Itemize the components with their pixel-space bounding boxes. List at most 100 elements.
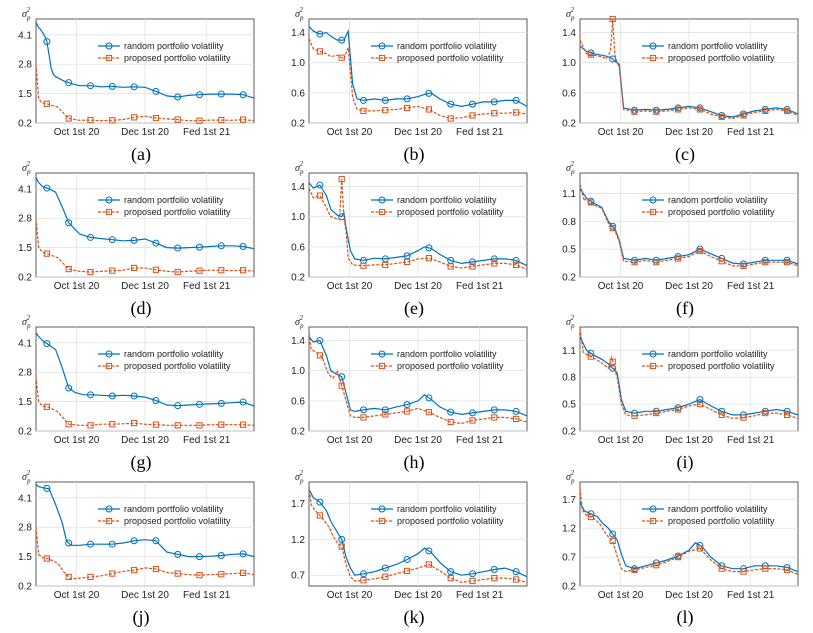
proposed-volatility-line <box>35 527 255 580</box>
proposed-marker <box>513 109 520 116</box>
y-tick-label: 2.8 <box>18 523 32 534</box>
panel-f: 0.2 0.5 0.8 1.1 Oct 1st 20 Dec 1st 20 Fed 1st … <box>562 160 799 319</box>
x-tick-label: Fed 1st 21 <box>727 281 775 292</box>
x-tick-label: Dec 1st 20 <box>394 281 442 292</box>
panel-label: (h) <box>404 452 425 473</box>
legend-proposed-marker <box>649 54 657 62</box>
x-tick-label: Fed 1st 21 <box>456 590 504 601</box>
random-marker <box>360 406 367 414</box>
proposed-marker <box>131 114 138 121</box>
random-marker <box>196 243 203 251</box>
legend-proposed-label: proposed portfolio volatility <box>124 516 231 526</box>
panel-e: 0.2 0.6 1.0 1.4 Oct 1st 20 Dec 1st 20 Fed 1st … <box>291 160 528 319</box>
random-marker <box>130 392 138 400</box>
proposed-marker <box>675 406 682 413</box>
x-tick-label: Fed 1st 21 <box>727 435 775 446</box>
legend-proposed-label: proposed portfolio volatility <box>668 53 775 63</box>
random-marker <box>196 400 203 408</box>
random-marker <box>490 255 498 263</box>
random-marker <box>217 242 225 250</box>
x-tick-label: Dec 1st 20 <box>665 590 713 601</box>
proposed-marker <box>447 418 454 426</box>
proposed-marker <box>675 554 682 561</box>
proposed-marker <box>196 267 203 274</box>
random-marker <box>239 550 247 558</box>
proposed-marker <box>218 116 225 124</box>
proposed-marker <box>762 259 769 266</box>
proposed-marker <box>196 422 203 429</box>
legend-random-label: random portfolio volatility <box>397 504 497 514</box>
random-marker <box>196 91 203 99</box>
legend-random-marker <box>378 196 386 204</box>
legend-proposed-label: proposed portfolio volatility <box>668 207 775 217</box>
random-marker <box>43 340 51 348</box>
panel-label: (i) <box>677 452 694 473</box>
panel-i: 0.2 0.5 0.8 1.1 Oct 1st 20 Dec 1st 20 Fed 1st … <box>562 314 799 473</box>
panel-label: (f) <box>676 298 694 319</box>
x-tick-label: Dec 1st 20 <box>665 435 713 446</box>
legend-proposed-label: proposed portfolio volatility <box>124 207 231 217</box>
random-marker <box>65 79 73 87</box>
x-tick-label: Dec 1st 20 <box>665 281 713 292</box>
panel-label: (k) <box>404 607 425 628</box>
proposed-marker <box>240 116 247 123</box>
proposed-marker <box>718 258 725 265</box>
proposed-volatility-line <box>35 376 255 426</box>
y-tick-label: 1.0 <box>291 212 305 223</box>
random-marker <box>447 568 455 576</box>
legend-random-marker <box>649 350 657 358</box>
y-tick-label: 2.8 <box>18 368 32 379</box>
random-marker <box>512 96 520 104</box>
random-marker <box>43 184 51 192</box>
proposed-marker <box>316 48 323 55</box>
proposed-marker <box>360 262 367 269</box>
random-marker <box>239 91 247 99</box>
proposed-marker <box>152 114 160 122</box>
y-tick-label: 1.2 <box>291 535 305 546</box>
random-volatility-line <box>308 488 528 578</box>
panel-label: (d) <box>131 298 152 319</box>
legend-proposed-label: proposed portfolio volatility <box>124 53 231 63</box>
proposed-volatility-line <box>308 38 528 120</box>
proposed-marker <box>404 567 411 575</box>
random-marker <box>174 550 182 558</box>
x-tick-label: Fed 1st 21 <box>183 127 231 138</box>
random-marker <box>130 83 138 91</box>
y-tick-label: 2.8 <box>18 214 32 225</box>
proposed-marker <box>631 108 638 115</box>
random-marker <box>152 537 160 545</box>
proposed-marker <box>425 255 432 262</box>
random-marker <box>152 396 160 404</box>
random-marker <box>217 399 225 407</box>
legend-proposed-marker <box>649 517 657 525</box>
proposed-marker <box>609 537 616 545</box>
y-tick-label: 4.1 <box>18 338 32 349</box>
proposed-marker <box>447 115 454 122</box>
proposed-marker <box>631 412 638 419</box>
x-tick-label: Oct 1st 20 <box>54 281 100 292</box>
random-marker <box>403 401 411 409</box>
proposed-marker <box>469 263 476 270</box>
proposed-marker <box>740 262 747 269</box>
legend-proposed-marker <box>105 54 113 62</box>
random-marker <box>43 484 51 492</box>
proposed-marker <box>43 555 50 562</box>
y-tick-label: 4.1 <box>18 493 32 504</box>
y-tick-label: 1.5 <box>18 243 32 254</box>
proposed-marker <box>316 512 323 519</box>
proposed-marker <box>491 260 498 267</box>
y-tick-label: 1.1 <box>562 346 576 357</box>
random-marker <box>239 398 247 406</box>
random-volatility-line <box>35 177 255 250</box>
random-marker <box>381 406 389 414</box>
random-marker <box>490 406 498 414</box>
proposed-marker <box>740 112 747 119</box>
proposed-marker <box>87 116 94 124</box>
proposed-volatility-line <box>579 18 799 120</box>
proposed-marker <box>469 417 476 424</box>
random-marker <box>381 96 389 104</box>
proposed-marker <box>382 261 389 269</box>
random-marker <box>174 93 182 101</box>
y-tick-label: 1.4 <box>562 28 576 39</box>
legend-proposed-marker <box>378 208 386 216</box>
